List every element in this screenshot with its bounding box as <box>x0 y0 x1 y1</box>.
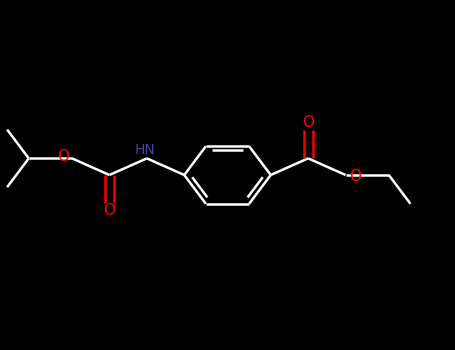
Text: O: O <box>103 203 116 218</box>
Text: O: O <box>302 115 314 130</box>
Text: O: O <box>349 169 361 184</box>
Text: HN: HN <box>134 143 155 157</box>
Text: O: O <box>57 149 69 164</box>
